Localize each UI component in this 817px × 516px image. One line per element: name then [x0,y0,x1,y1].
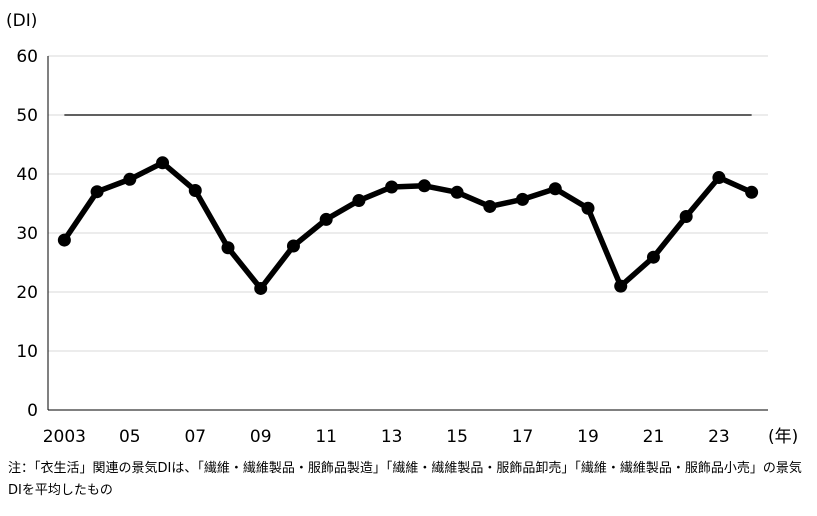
y-tick-label: 40 [16,165,38,185]
data-point [254,281,268,295]
data-point [450,185,464,199]
grid-lines [48,55,768,352]
data-point [319,212,333,226]
data-point [745,185,759,199]
y-tick-label: 50 [16,106,38,126]
data-point [646,250,660,264]
x-tick-label: 13 [381,427,403,447]
data-point [156,156,170,170]
data-point [581,201,595,215]
data-point [679,209,693,223]
y-tick-label: 10 [16,342,38,362]
x-tick-label: 23 [708,427,730,447]
data-point [516,192,530,206]
data-point [57,233,71,247]
y-tick-labels: 0 10 20 30 40 50 60 [16,47,38,421]
x-tick-label: 2003 [43,427,86,447]
x-tick-label: 19 [577,427,599,447]
data-point [188,184,202,198]
y-unit-label: (DI) [6,11,37,31]
x-tick-label: 15 [446,427,468,447]
x-tick-label: 11 [315,427,337,447]
y-tick-label: 30 [16,224,38,244]
data-point [352,194,366,208]
footnote: 注：「衣生活」関連の景気DIは、「繊維・繊維製品・服飾品製造」「繊維・繊維製品・… [8,461,802,498]
y-tick-label: 60 [16,47,38,67]
data-point [286,239,300,253]
y-tick-label: 0 [27,401,38,421]
x-tick-label: 17 [512,427,534,447]
x-tick-label: 07 [184,427,206,447]
x-tick-label: 09 [250,427,272,447]
series-points [57,156,759,295]
x-unit-label: (年) [768,427,798,447]
data-point [483,199,497,213]
data-point [614,279,628,293]
x-tick-labels: 2003 05 07 09 11 13 15 17 19 21 23 [43,427,730,447]
data-point [221,241,235,255]
data-point [548,182,562,196]
line-chart: 0 10 20 30 40 50 60 2003 05 07 09 11 13 15 17 19 21 23 (… [6,11,798,447]
data-point [123,172,137,186]
data-point [90,185,104,199]
y-tick-label: 20 [16,283,38,303]
data-point [712,171,726,185]
data-point [385,180,399,194]
x-tick-label: 05 [119,427,141,447]
x-tick-label: 21 [643,427,665,447]
series-line [61,160,755,292]
data-point [417,179,431,193]
